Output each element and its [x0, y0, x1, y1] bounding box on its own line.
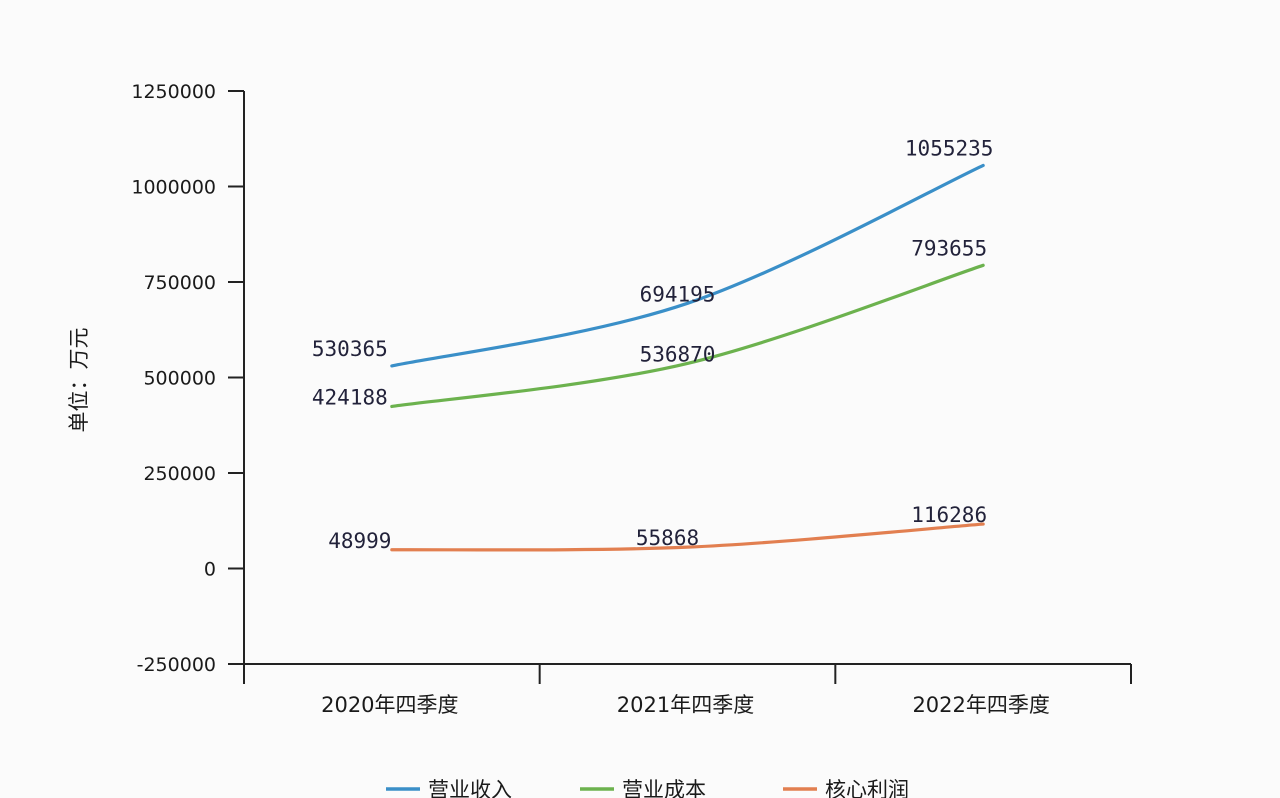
y-axis-title: 单位：万元: [67, 328, 91, 433]
x-tick-label: 2022年四季度: [912, 693, 1049, 717]
series-line: [390, 522, 985, 552]
y-tick-label: 750000: [143, 272, 216, 294]
data-label: 793655: [911, 236, 987, 260]
data-label: 536870: [640, 342, 716, 366]
y-tick-label: 250000: [143, 463, 216, 485]
legend-label: 营业收入: [428, 778, 512, 798]
y-tick-label: 1250000: [131, 81, 216, 103]
data-label: 55868: [636, 526, 699, 550]
y-tick-label: 500000: [143, 368, 216, 390]
data-label: 1055235: [905, 136, 994, 160]
x-tick-label: 2020年四季度: [321, 693, 458, 717]
data-label: 530365: [312, 337, 388, 361]
x-tick-label: 2021年四季度: [617, 693, 754, 717]
series-lines: [390, 163, 985, 552]
data-label: 48999: [328, 529, 391, 553]
y-tick-label: -250000: [137, 654, 216, 676]
axes: 1250000 1000000 750000 500000 250000 0 -250000…: [131, 81, 1132, 717]
series-line: [390, 163, 985, 368]
data-label: 694195: [640, 282, 716, 306]
data-labels: 530365 694195 1055235 424188 536870 793655 489…: [312, 136, 994, 552]
data-label: 424188: [312, 385, 388, 409]
data-label: 116286: [911, 503, 987, 527]
series-line: [390, 263, 985, 409]
y-tick-label: 1000000: [131, 177, 216, 199]
legend-label: 核心利润: [825, 778, 909, 798]
legend: 营业收入 营业成本 核心利润: [386, 778, 909, 798]
legend-label: 营业成本: [622, 778, 706, 798]
y-tick-label: 0: [204, 559, 216, 581]
